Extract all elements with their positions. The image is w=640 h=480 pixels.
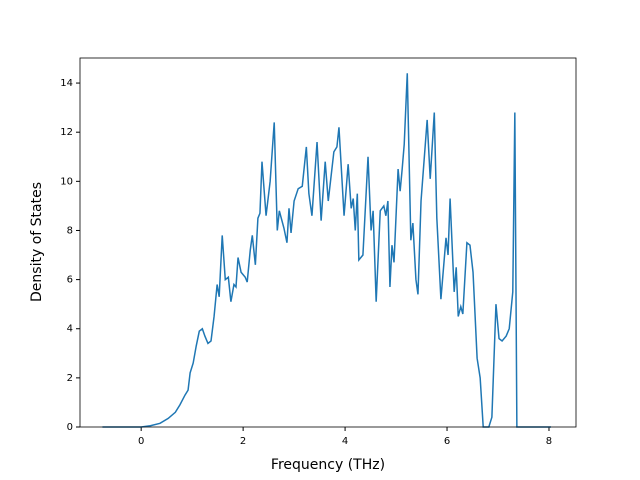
y-tick-label: 6: [67, 275, 73, 286]
y-axis-label: Density of States: [29, 182, 45, 302]
y-tick-label: 14: [60, 78, 73, 89]
x-tick-label: 0: [138, 436, 144, 447]
x-tick-label: 4: [342, 436, 348, 447]
data-line: [102, 73, 552, 428]
y-tick-label: 0: [67, 422, 73, 433]
y-tick-label: 4: [67, 324, 73, 335]
y-tick-label: 10: [60, 176, 73, 187]
plot-frame: [79, 57, 577, 428]
x-tick-label: 8: [546, 436, 552, 447]
x-tick-label: 2: [240, 436, 246, 447]
y-tick-label: 2: [67, 373, 73, 384]
x-tick-label: 6: [444, 436, 450, 447]
x-axis-label: Frequency (THz): [271, 457, 385, 473]
y-tick-label: 8: [67, 225, 73, 236]
y-tick-label: 12: [60, 127, 73, 138]
